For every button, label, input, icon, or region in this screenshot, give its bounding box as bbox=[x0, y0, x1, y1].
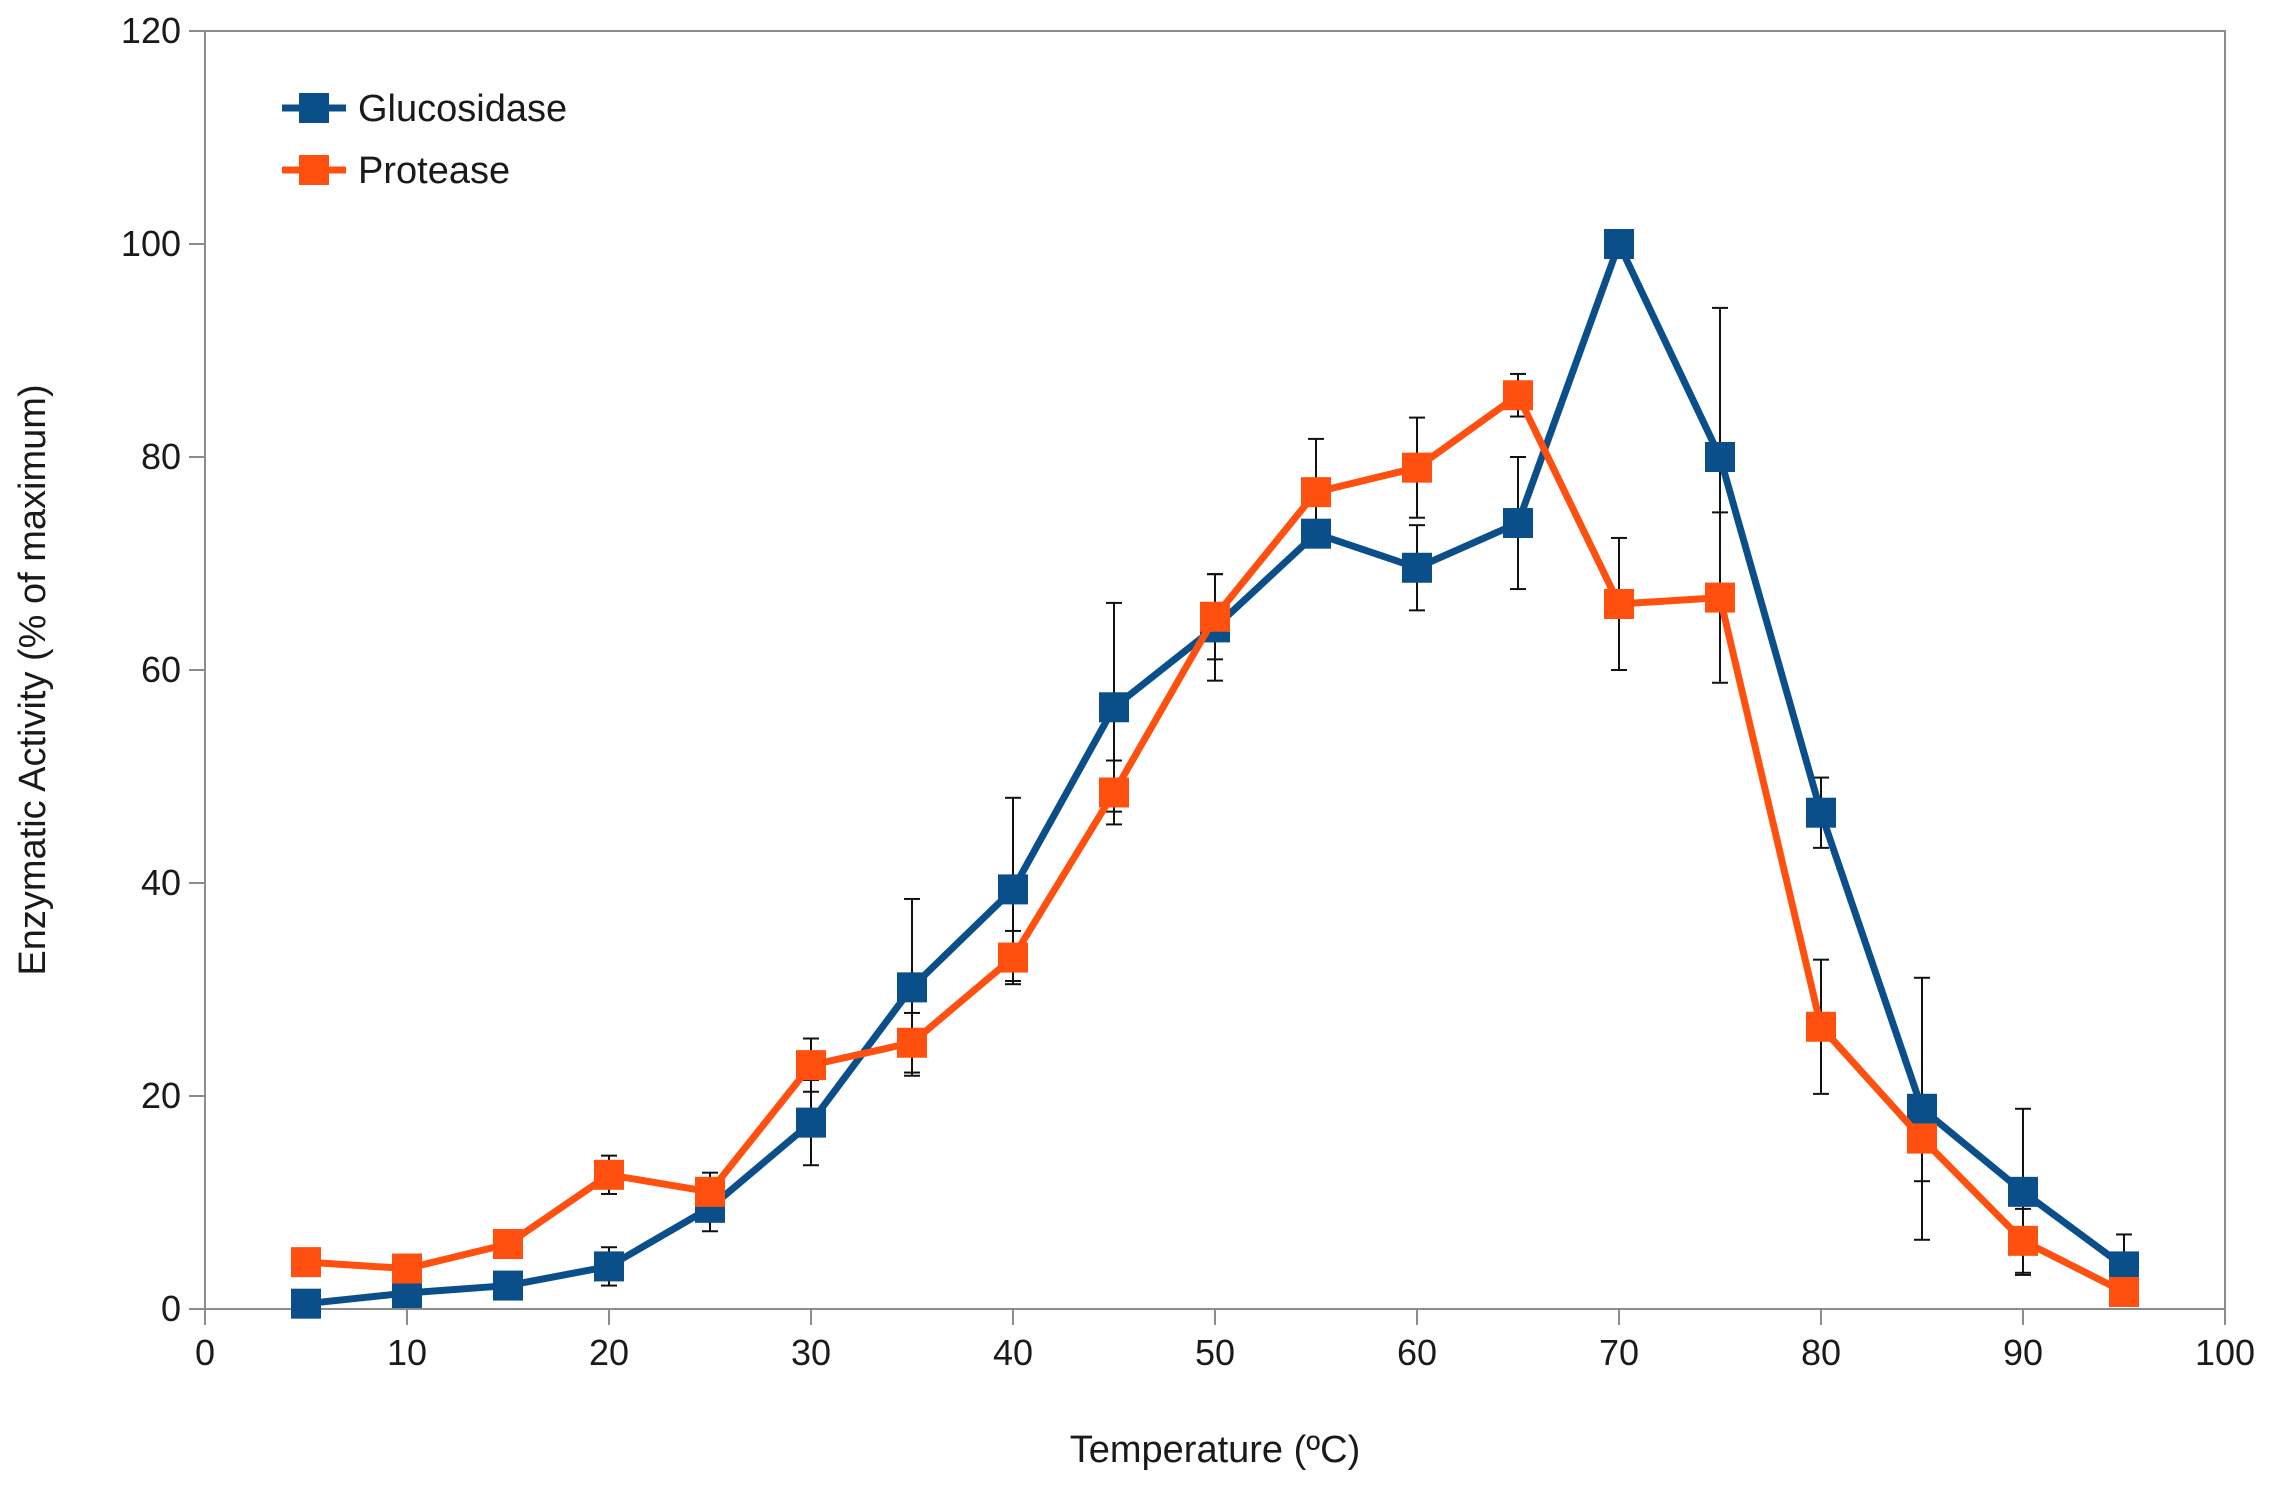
data-point-protease bbox=[897, 1027, 927, 1058]
x-tick-label: 90 bbox=[2003, 1332, 2043, 1373]
x-tick-label: 50 bbox=[1195, 1332, 1235, 1373]
x-tick-label: 30 bbox=[791, 1332, 831, 1373]
data-point-protease bbox=[493, 1229, 523, 1260]
series-line-glucosidase bbox=[305, 240, 2127, 1308]
legend-item-glucosidase: Glucosidase bbox=[282, 88, 567, 130]
data-point-glucosidase bbox=[1301, 518, 1331, 549]
y-tick-label: 60 bbox=[141, 649, 181, 690]
legend-label: Glucosidase bbox=[358, 88, 567, 130]
data-point-protease bbox=[1907, 1123, 1937, 1154]
data-point-protease bbox=[695, 1176, 725, 1207]
y-tick-label: 40 bbox=[141, 862, 181, 903]
data-point-glucosidase bbox=[2008, 1176, 2038, 1207]
data-point-protease bbox=[1301, 477, 1331, 508]
y-tick-label: 80 bbox=[141, 436, 181, 477]
data-point-protease bbox=[1099, 777, 1129, 808]
data-point-glucosidase bbox=[1099, 692, 1129, 723]
data-point-protease bbox=[998, 942, 1028, 973]
y-tick-label: 120 bbox=[121, 10, 181, 51]
x-tick-label: 80 bbox=[1801, 1332, 1841, 1373]
data-point-glucosidase bbox=[1503, 508, 1533, 539]
data-point-glucosidase bbox=[594, 1251, 624, 1282]
x-tick-label: 60 bbox=[1397, 1332, 1437, 1373]
legend-swatch-marker bbox=[299, 93, 329, 123]
data-point-glucosidase bbox=[2109, 1251, 2139, 1282]
series-glucosidase bbox=[291, 229, 2139, 1319]
data-point-glucosidase bbox=[1604, 229, 1634, 259]
data-point-protease bbox=[392, 1253, 422, 1284]
data-point-protease bbox=[1503, 380, 1533, 411]
series-line-protease bbox=[305, 391, 2126, 1296]
x-tick-label: 20 bbox=[589, 1332, 629, 1373]
y-tick-label: 20 bbox=[141, 1075, 181, 1116]
data-point-protease bbox=[1402, 452, 1432, 483]
y-axis-title: Enzymatic Activity (% of maximum) bbox=[12, 384, 54, 975]
y-tick-label: 100 bbox=[121, 223, 181, 264]
error-bars bbox=[298, 237, 2132, 1310]
data-point-protease bbox=[796, 1050, 826, 1081]
legend-label: Protease bbox=[358, 150, 510, 192]
x-tick-label: 0 bbox=[195, 1332, 215, 1373]
y-tick-label: 0 bbox=[161, 1288, 181, 1329]
data-point-protease bbox=[594, 1159, 624, 1190]
data-point-protease bbox=[2008, 1225, 2038, 1256]
data-point-protease bbox=[1705, 582, 1735, 613]
data-point-glucosidase bbox=[1402, 552, 1432, 583]
x-axis-title: Temperature (ºC) bbox=[1070, 1429, 1361, 1471]
data-point-glucosidase bbox=[796, 1107, 826, 1138]
legend-swatch-marker bbox=[299, 155, 329, 185]
data-point-protease bbox=[2109, 1276, 2139, 1307]
data-point-protease bbox=[291, 1247, 321, 1278]
legend-item-protease: Protease bbox=[282, 150, 510, 192]
data-point-glucosidase bbox=[998, 874, 1028, 905]
data-point-glucosidase bbox=[291, 1288, 321, 1319]
x-tick-label: 100 bbox=[2195, 1332, 2255, 1373]
series-group bbox=[291, 229, 2139, 1319]
x-tick-label: 70 bbox=[1599, 1332, 1639, 1373]
series-protease bbox=[291, 380, 2139, 1307]
data-point-protease bbox=[1200, 601, 1230, 632]
data-point-glucosidase bbox=[1705, 442, 1735, 472]
axes: 0 20 40 60 80 100 120 0 10 20 30 40 50 60 70 80 90 100 bbox=[121, 10, 2255, 1373]
data-point-protease bbox=[1604, 588, 1634, 619]
data-point-glucosidase bbox=[1907, 1093, 1937, 1124]
data-point-glucosidase bbox=[493, 1270, 523, 1301]
x-tick-label: 10 bbox=[387, 1332, 427, 1373]
x-tick-label: 40 bbox=[993, 1332, 1033, 1373]
legend: Glucosidase Protease bbox=[282, 88, 567, 192]
data-point-glucosidase bbox=[1806, 797, 1836, 828]
data-point-glucosidase bbox=[897, 972, 927, 1003]
data-point-protease bbox=[1806, 1011, 1836, 1042]
